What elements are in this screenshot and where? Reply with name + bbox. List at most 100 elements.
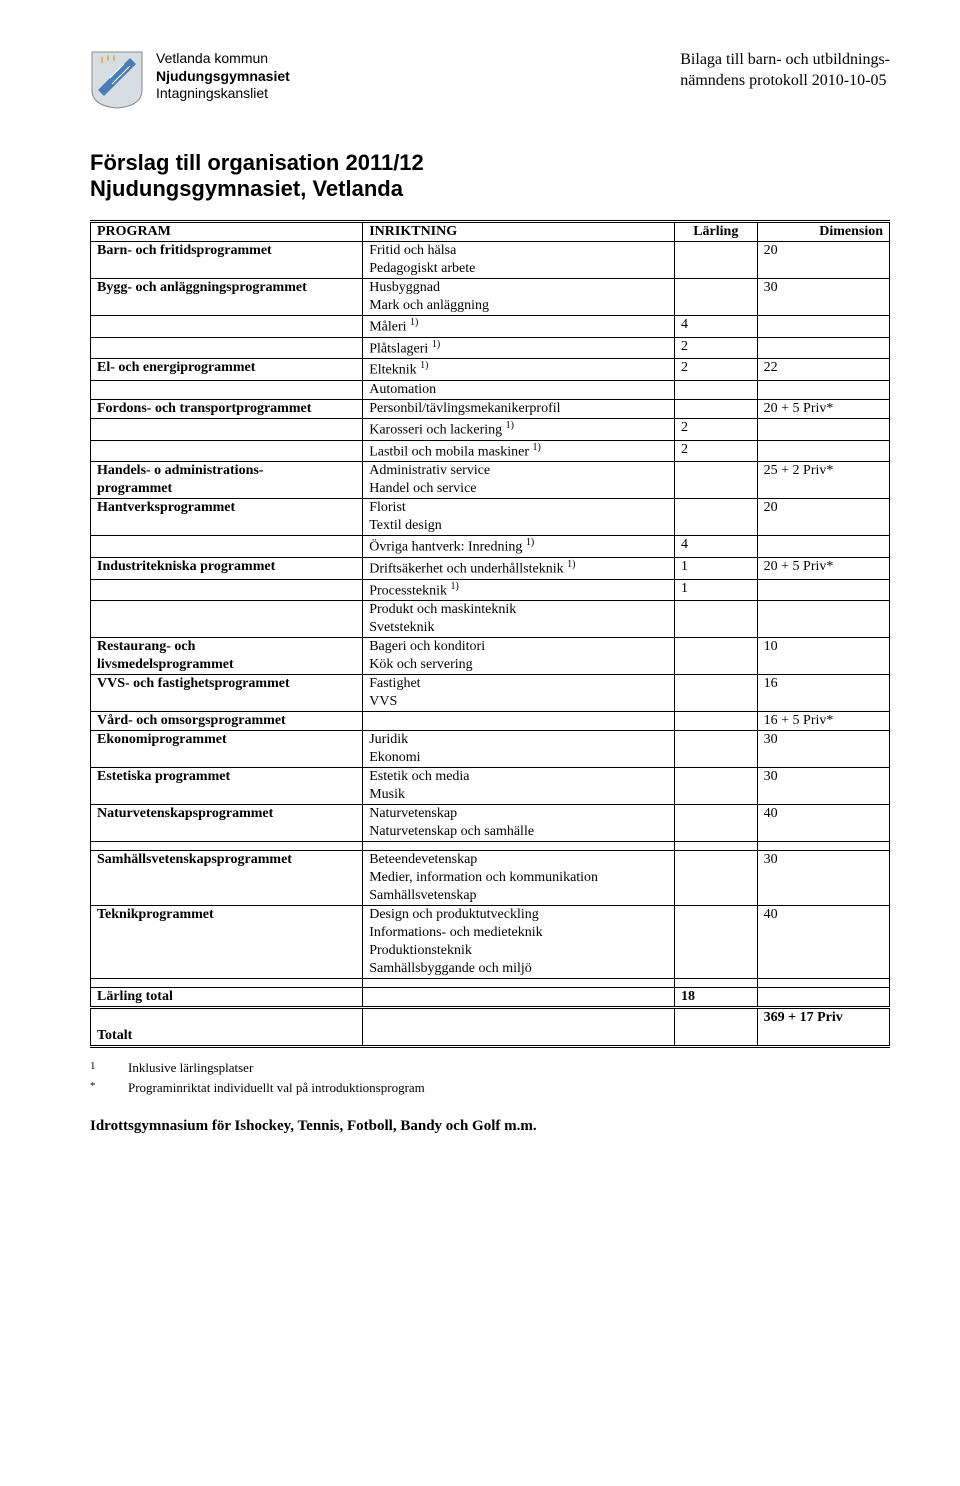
cell-inrik: Mark och anläggning bbox=[363, 297, 675, 316]
cell-inrik: Design och produktutveckling bbox=[363, 906, 675, 925]
cell-lar bbox=[674, 260, 757, 279]
cell-program bbox=[91, 260, 363, 279]
table-row: Musik bbox=[91, 786, 890, 805]
footnotes: 1 Inklusive lärlingsplatser * Programinr… bbox=[90, 1060, 890, 1096]
cell-inrik: Driftsäkerhet och underhållsteknik 1) bbox=[363, 557, 675, 579]
header: Vetlanda kommun Njudungsgymnasiet Intagn… bbox=[90, 50, 890, 110]
cell-lar: 2 bbox=[674, 359, 757, 381]
cell-inrik: Estetik och media bbox=[363, 768, 675, 787]
table-row: Övriga hantverk: Inredning 1) 4 bbox=[91, 536, 890, 558]
cell-inrik: Kök och servering bbox=[363, 656, 675, 675]
cell-program: Estetiska programmet bbox=[91, 768, 363, 787]
table-row: Ekonomi bbox=[91, 749, 890, 768]
cell-dim: 30 bbox=[757, 731, 889, 750]
program-table: PROGRAM INRIKTNING Lärling Dimension Bar… bbox=[90, 220, 890, 1048]
table-row: Svetsteknik bbox=[91, 619, 890, 638]
cell-inrik: Naturvetenskap bbox=[363, 805, 675, 824]
cell-dim: 20 + 5 Priv* bbox=[757, 399, 889, 418]
cell-dim: 30 bbox=[757, 768, 889, 787]
table-row: livsmedelsprogrammet Kök och servering bbox=[91, 656, 890, 675]
cell-inrik: Informations- och medieteknik bbox=[363, 924, 675, 942]
cell-inrik: Samhällsvetenskap bbox=[363, 887, 675, 906]
municipality-logo bbox=[90, 50, 144, 110]
table-row: Textil design bbox=[91, 517, 890, 536]
table-row: programmet Handel och service bbox=[91, 480, 890, 499]
cell-inrik: Lastbil och mobila maskiner 1) bbox=[363, 440, 675, 462]
footnote-key: 1 bbox=[90, 1060, 104, 1076]
cell-inrik: Produkt och maskinteknik bbox=[363, 601, 675, 620]
cell-lar: 2 bbox=[674, 337, 757, 359]
cell-inrik: Karosseri och lackering 1) bbox=[363, 418, 675, 440]
org-line-2: Njudungsgymnasiet bbox=[156, 68, 290, 86]
cell-program: Hantverksprogrammet bbox=[91, 499, 363, 518]
table-row bbox=[91, 979, 890, 988]
table-row: Medier, information och kommunikation bbox=[91, 869, 890, 887]
footnote-key: * bbox=[90, 1080, 104, 1096]
cell-program: Samhällsvetenskapsprogrammet bbox=[91, 851, 363, 870]
totalt-row: Totalt bbox=[91, 1027, 890, 1047]
cell-program: Naturvetenskapsprogrammet bbox=[91, 805, 363, 824]
cell-program: Teknikprogrammet bbox=[91, 906, 363, 925]
th-dimension: Dimension bbox=[757, 222, 889, 242]
org-line-1: Vetlanda kommun bbox=[156, 50, 290, 68]
org-line-3: Intagningskansliet bbox=[156, 85, 290, 103]
cell-dim: 16 + 5 Priv* bbox=[757, 712, 889, 731]
cell-larling-total-val: 18 bbox=[674, 988, 757, 1008]
cell-inrik: Textil design bbox=[363, 517, 675, 536]
cell-program: Industritekniska programmet bbox=[91, 557, 363, 579]
table-row: Samhällsvetenskap bbox=[91, 887, 890, 906]
cell-dim: 20 bbox=[757, 242, 889, 261]
cell-inrik: Florist bbox=[363, 499, 675, 518]
th-program: PROGRAM bbox=[91, 222, 363, 242]
table-row: Lastbil och mobila maskiner 1) 2 bbox=[91, 440, 890, 462]
totalt-row-top: 369 + 17 Priv bbox=[91, 1008, 890, 1028]
cell-dim: 20 bbox=[757, 499, 889, 518]
bilaga-line-1: Bilaga till barn- och utbildnings- bbox=[680, 50, 890, 71]
cell-lar bbox=[674, 279, 757, 298]
cell-program: livsmedelsprogrammet bbox=[91, 656, 363, 675]
cell-inrik: Pedagogiskt arbete bbox=[363, 260, 675, 279]
page-subtitle: Njudungsgymnasiet, Vetlanda bbox=[90, 176, 890, 202]
table-row: VVS bbox=[91, 693, 890, 712]
cell-program: Barn- och fritidsprogrammet bbox=[91, 242, 363, 261]
table-row: Estetiska programmet Estetik och media 3… bbox=[91, 768, 890, 787]
footnote-text: Programinriktat individuellt val på intr… bbox=[128, 1080, 425, 1096]
cell-inrik: Måleri 1) bbox=[363, 316, 675, 338]
cell-inrik: Plåtslageri 1) bbox=[363, 337, 675, 359]
cell-inrik: VVS bbox=[363, 693, 675, 712]
cell-dim: 20 + 5 Priv* bbox=[757, 557, 889, 579]
cell-inrik: Elteknik 1) bbox=[363, 359, 675, 381]
table-row: Produkt och maskinteknik bbox=[91, 601, 890, 620]
cell-dim: 10 bbox=[757, 638, 889, 657]
cell-inrik: Svetsteknik bbox=[363, 619, 675, 638]
table-row: Barn- och fritidsprogrammet Fritid och h… bbox=[91, 242, 890, 261]
cell-lar: 1 bbox=[674, 579, 757, 601]
footnote-1: 1 Inklusive lärlingsplatser bbox=[90, 1060, 890, 1076]
table-row: Processteknik 1) 1 bbox=[91, 579, 890, 601]
cell-dim: 30 bbox=[757, 279, 889, 298]
table-row: Vård- och omsorgsprogrammet 16 + 5 Priv* bbox=[91, 712, 890, 731]
cell-dim bbox=[757, 260, 889, 279]
table-row: Industritekniska programmet Driftsäkerhe… bbox=[91, 557, 890, 579]
table-row: Ekonomiprogrammet Juridik 30 bbox=[91, 731, 890, 750]
table-row: Produktionsteknik bbox=[91, 942, 890, 960]
table-row: Pedagogiskt arbete bbox=[91, 260, 890, 279]
table-row: VVS- och fastighetsprogrammet Fastighet … bbox=[91, 675, 890, 694]
cell-inrik: Husbyggnad bbox=[363, 279, 675, 298]
cell-inrik: Administrativ service bbox=[363, 462, 675, 481]
cell-inrik: Naturvetenskap och samhälle bbox=[363, 823, 675, 842]
larling-total-row: Lärling total 18 bbox=[91, 988, 890, 1008]
table-row: Handels- o administrations- Administrati… bbox=[91, 462, 890, 481]
org-block: Vetlanda kommun Njudungsgymnasiet Intagn… bbox=[156, 50, 290, 103]
cell-dim: 22 bbox=[757, 359, 889, 381]
cell-inrik: Bageri och konditori bbox=[363, 638, 675, 657]
cell-dim: 40 bbox=[757, 906, 889, 925]
table-row: Plåtslageri 1) 2 bbox=[91, 337, 890, 359]
table-header-row: PROGRAM INRIKTNING Lärling Dimension bbox=[91, 222, 890, 242]
page-title: Förslag till organisation 2011/12 bbox=[90, 150, 890, 176]
cell-inrik: Juridik bbox=[363, 731, 675, 750]
cell-program: Ekonomiprogrammet bbox=[91, 731, 363, 750]
cell-dim: 40 bbox=[757, 805, 889, 824]
table-row: Hantverksprogrammet Florist 20 bbox=[91, 499, 890, 518]
th-inriktning: INRIKTNING bbox=[363, 222, 675, 242]
